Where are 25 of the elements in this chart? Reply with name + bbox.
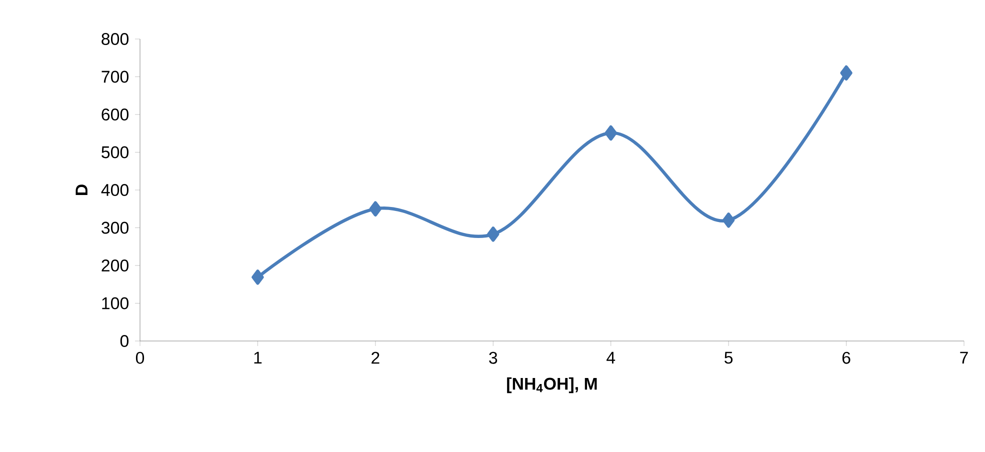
x-tick-label: 5	[724, 352, 733, 364]
y-tick-label: 500	[102, 146, 128, 158]
x-tick-label: 4	[606, 352, 616, 364]
x-tick-label: 7	[960, 352, 968, 364]
y-tick-label: 100	[102, 297, 128, 310]
x-tick-label: 1	[254, 352, 262, 364]
point	[487, 226, 500, 242]
x-tick-label: 3	[489, 352, 498, 364]
y-tick-label: 200	[102, 260, 128, 272]
x-tick-label: 2	[372, 352, 380, 364]
y-tick-label: 700	[102, 70, 128, 83]
point	[604, 125, 617, 141]
text: [NH$_{4}$OH], M	[507, 377, 597, 394]
x-tick-label: 6	[842, 352, 850, 364]
y-tick-label: 600	[102, 108, 128, 121]
point	[369, 201, 382, 216]
point	[252, 270, 264, 285]
y-axis-title: D	[76, 184, 88, 195]
y-tick-label: 0	[120, 335, 128, 347]
y-tick-label: 400	[101, 184, 128, 196]
point	[722, 212, 735, 228]
y-tick-label: 800	[102, 33, 128, 46]
y-tick-label: 300	[102, 222, 128, 234]
x-tick-label: 0	[136, 352, 144, 364]
point	[840, 65, 852, 81]
